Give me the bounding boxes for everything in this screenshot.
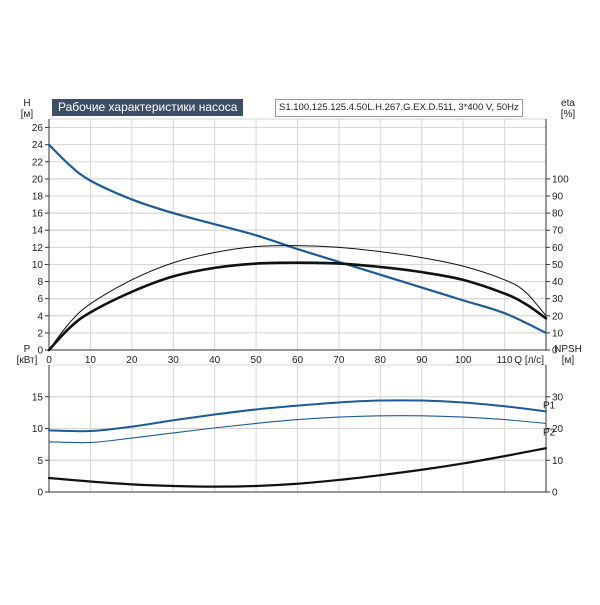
- x-tick-label: 80: [375, 355, 387, 366]
- y2-tick-label: 30: [552, 392, 564, 403]
- y2-tick-label: 0: [552, 488, 558, 499]
- y2-tick-label: 10: [552, 456, 564, 467]
- series-layer: [47, 143, 548, 488]
- y-axis-title: H: [23, 98, 30, 109]
- y-tick-label: 0: [37, 488, 43, 499]
- x-tick-label: 0: [46, 355, 52, 366]
- y2-tick-label: 90: [552, 192, 564, 203]
- y-tick-label: 10: [32, 260, 44, 271]
- y-axis-unit: [м]: [21, 109, 34, 120]
- pump-model-label: S1.100.125.125.4.50L.H.267.G.EX.D.511, 3…: [275, 99, 523, 117]
- y2-tick-label: 70: [552, 226, 564, 237]
- y-tick-label: 12: [32, 243, 44, 254]
- y2-tick-label: 50: [552, 260, 564, 271]
- y-tick-label: 6: [37, 294, 43, 305]
- y-tick-label: 10: [32, 424, 44, 435]
- chart-title: Рабочие характеристики насоса: [52, 99, 244, 116]
- y-tick-label: 24: [32, 140, 44, 151]
- y2-tick-label: 80: [552, 209, 564, 220]
- y-tick-label: 22: [32, 157, 44, 168]
- y-tick-label: 0: [37, 346, 43, 357]
- x-tick-label: 50: [251, 355, 263, 366]
- x-tick-label: 90: [416, 355, 428, 366]
- curve-p2: [48, 415, 547, 444]
- curve-series-1: [47, 143, 548, 334]
- curve-p1: [48, 399, 547, 433]
- series-label-p1: P1: [543, 400, 556, 411]
- axes-layer: [45, 119, 550, 493]
- x-tick-label: 20: [126, 355, 138, 366]
- y-tick-label: 16: [32, 209, 44, 220]
- x-tick-label: 40: [209, 355, 221, 366]
- y2-axis-unit: [%]: [561, 109, 576, 120]
- x-tick-label: 30: [168, 355, 180, 366]
- y2-tick-label: 40: [552, 277, 564, 288]
- y-tick-label: 5: [37, 456, 43, 467]
- labels-layer: 0246810121416182022242601020304050607080…: [17, 98, 582, 499]
- y2-axis-title: eta: [561, 98, 575, 109]
- curve-series-3: [48, 245, 547, 351]
- y2-tick-label: 10: [552, 328, 564, 339]
- y-axis-title: P: [24, 344, 31, 355]
- y2-tick-label: 20: [552, 424, 564, 435]
- y-tick-label: 18: [32, 192, 44, 203]
- x-axis-title: Q [л/с]: [514, 355, 544, 366]
- y-tick-label: 2: [37, 328, 43, 339]
- y2-tick-label: 30: [552, 294, 564, 305]
- grid-layer: [48, 118, 547, 493]
- y-tick-label: 14: [32, 226, 44, 237]
- y-tick-label: 8: [37, 277, 43, 288]
- curve-series-2: [47, 261, 548, 352]
- series-label-p2: P2: [543, 427, 556, 438]
- x-tick-label: 110: [497, 355, 513, 366]
- y-tick-label: 20: [32, 174, 44, 185]
- y2-tick-label: 100: [552, 174, 569, 185]
- y-axis-unit: [кВт]: [17, 355, 38, 366]
- y2-axis-unit: [м]: [562, 355, 575, 366]
- y2-axis-title: NPSH: [554, 344, 582, 355]
- x-tick-label: 60: [292, 355, 304, 366]
- y-tick-label: 26: [32, 123, 44, 134]
- curve-series-3: [47, 447, 548, 488]
- y-tick-label: 4: [37, 311, 43, 322]
- y-tick-label: 15: [32, 392, 44, 403]
- x-tick-label: 70: [333, 355, 345, 366]
- x-tick-label: 100: [455, 355, 472, 366]
- y2-tick-label: 20: [552, 311, 564, 322]
- x-tick-label: 10: [85, 355, 97, 366]
- y2-tick-label: 60: [552, 243, 564, 254]
- y2-tick-label: 0: [552, 346, 558, 357]
